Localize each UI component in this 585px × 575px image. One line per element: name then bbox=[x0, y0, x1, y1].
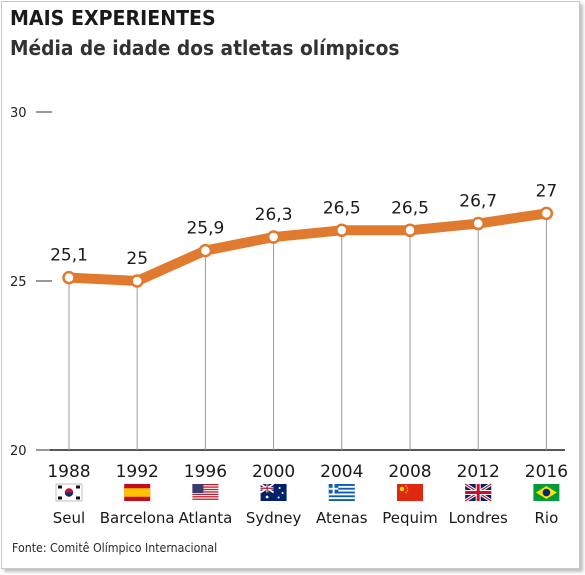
y-tick-label: 30 bbox=[10, 106, 27, 121]
x-tick-label: 1988 bbox=[47, 462, 90, 482]
x-tick-label: 2008 bbox=[388, 462, 431, 482]
data-point bbox=[335, 223, 349, 238]
data-label: 25,9 bbox=[186, 219, 224, 239]
data-label: 26,5 bbox=[323, 198, 361, 218]
data-point bbox=[403, 223, 417, 238]
australia-flag bbox=[260, 483, 287, 501]
data-label: 26,7 bbox=[459, 192, 497, 212]
data-point bbox=[62, 270, 76, 285]
data-point bbox=[130, 274, 144, 288]
y-tick-label: 20 bbox=[10, 444, 27, 459]
data-label: 26,3 bbox=[255, 205, 293, 225]
x-tick-label: 2000 bbox=[252, 462, 295, 482]
data-point bbox=[198, 243, 213, 258]
city-label: Atenas bbox=[316, 509, 368, 527]
greece-flag bbox=[328, 484, 355, 501]
city-label: Londres bbox=[449, 509, 508, 527]
data-label: 27 bbox=[536, 181, 558, 201]
china-flag bbox=[397, 484, 423, 501]
y-tick-label: 25 bbox=[10, 275, 27, 290]
data-label: 26,5 bbox=[391, 198, 429, 218]
city-label: Rio bbox=[535, 509, 559, 527]
source-note: Fonte: Comitê Olímpico Internacional bbox=[12, 541, 218, 555]
chart-title: MAIS EXPERIENTES bbox=[10, 6, 216, 30]
x-tick-label: 1996 bbox=[184, 462, 227, 482]
brazil-flag bbox=[533, 484, 560, 501]
data-label: 25,1 bbox=[50, 246, 88, 266]
data-point bbox=[471, 216, 485, 231]
series-line bbox=[64, 208, 552, 286]
data-point bbox=[266, 230, 281, 244]
chart-subtitle: Média de idade dos atletas olímpicos bbox=[10, 36, 400, 60]
city-label: Pequim bbox=[382, 509, 438, 527]
city-label: Atlanta bbox=[178, 509, 232, 527]
x-tick-label: 2016 bbox=[525, 462, 568, 482]
usa-flag bbox=[192, 484, 219, 501]
x-tick-label: 1992 bbox=[116, 462, 159, 482]
x-tick-label: 2004 bbox=[320, 462, 363, 482]
data-point bbox=[539, 206, 554, 221]
uk-flag bbox=[464, 482, 493, 503]
chart-frame bbox=[1, 1, 580, 569]
data-label: 25 bbox=[126, 249, 148, 269]
city-label: Sydney bbox=[246, 509, 302, 527]
city-label: Barcelona bbox=[100, 509, 175, 527]
city-label: Seul bbox=[53, 509, 85, 527]
x-tick-label: 2012 bbox=[457, 462, 500, 482]
south-korea-flag bbox=[55, 483, 83, 502]
spain-flag bbox=[124, 484, 151, 501]
